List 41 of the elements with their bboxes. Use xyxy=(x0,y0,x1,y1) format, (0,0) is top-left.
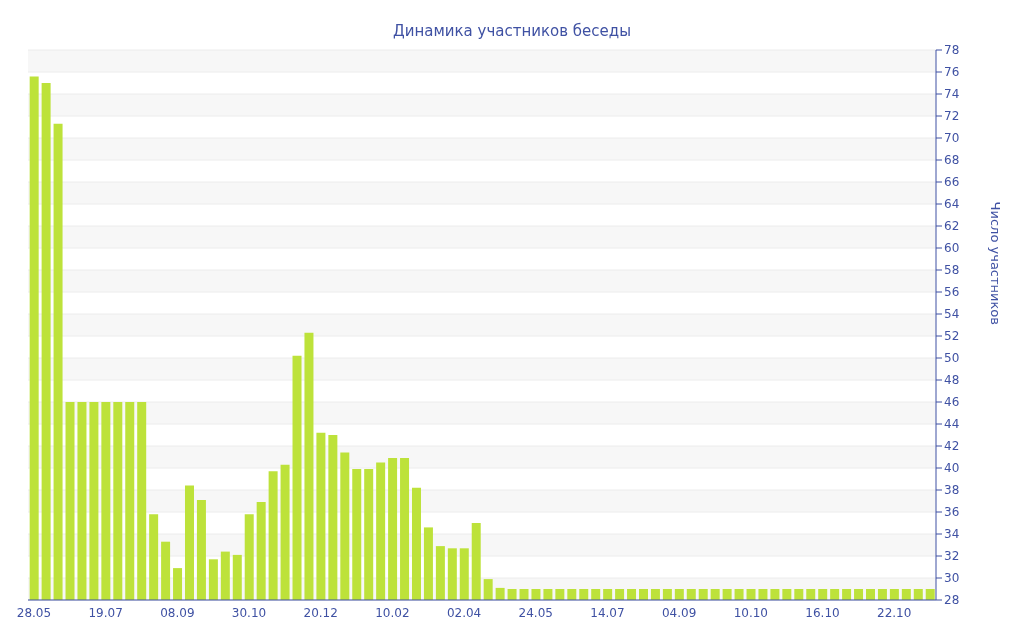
y-tick-label: 78 xyxy=(944,43,960,58)
y-tick-label: 68 xyxy=(944,153,960,168)
x-tick-label: 28.05 xyxy=(16,605,52,620)
x-tick-label: 08.09 xyxy=(160,605,195,620)
x-tick-label: 20.12 xyxy=(303,605,338,620)
y-tick-label: 32 xyxy=(944,549,960,564)
x-tick-label: 19.07 xyxy=(88,605,123,620)
y-tick-label: 52 xyxy=(944,329,960,344)
y-tick-label: 38 xyxy=(944,483,960,498)
y-tick-label: 28 xyxy=(944,593,960,608)
y-tick-label: 64 xyxy=(944,197,960,212)
y-tick-label: 50 xyxy=(944,351,960,366)
y-tick-label: 66 xyxy=(944,175,960,190)
y-tick-label: 46 xyxy=(944,395,960,410)
y-tick-label: 72 xyxy=(944,109,960,124)
x-tick-label: 24.05 xyxy=(518,605,553,620)
y-tick-label: 74 xyxy=(944,87,960,102)
x-tick-label: 22.10 xyxy=(877,605,912,620)
y-tick-label: 70 xyxy=(944,131,960,146)
y-tick-label: 44 xyxy=(944,417,960,432)
y-tick-label: 62 xyxy=(944,219,960,234)
y-tick-label: 30 xyxy=(944,571,960,586)
x-tick-label: 16.10 xyxy=(805,605,840,620)
y-axis-title: Число участников xyxy=(988,201,1004,325)
x-tick-label: 10.02 xyxy=(375,605,410,620)
x-tick-label: 04.09 xyxy=(661,605,697,620)
x-tick-label: 10.10 xyxy=(733,605,768,620)
y-tick-label: 40 xyxy=(944,461,960,476)
y-tick-label: 42 xyxy=(944,439,960,454)
x-tick-label: 14.07 xyxy=(590,605,625,620)
y-tick-label: 48 xyxy=(944,373,960,388)
y-tick-label: 36 xyxy=(944,505,960,520)
x-tick-label: 02.04 xyxy=(446,605,482,620)
x-tick-label: 30.10 xyxy=(231,605,267,620)
chart-title: Динамика участников беседы xyxy=(392,22,632,40)
y-tick-label: 56 xyxy=(944,285,960,300)
y-tick-label: 58 xyxy=(944,263,960,278)
y-tick-label: 54 xyxy=(944,307,960,322)
y-tick-label: 34 xyxy=(944,527,960,542)
y-tick-label: 60 xyxy=(944,241,960,256)
y-tick-label: 76 xyxy=(944,65,960,80)
